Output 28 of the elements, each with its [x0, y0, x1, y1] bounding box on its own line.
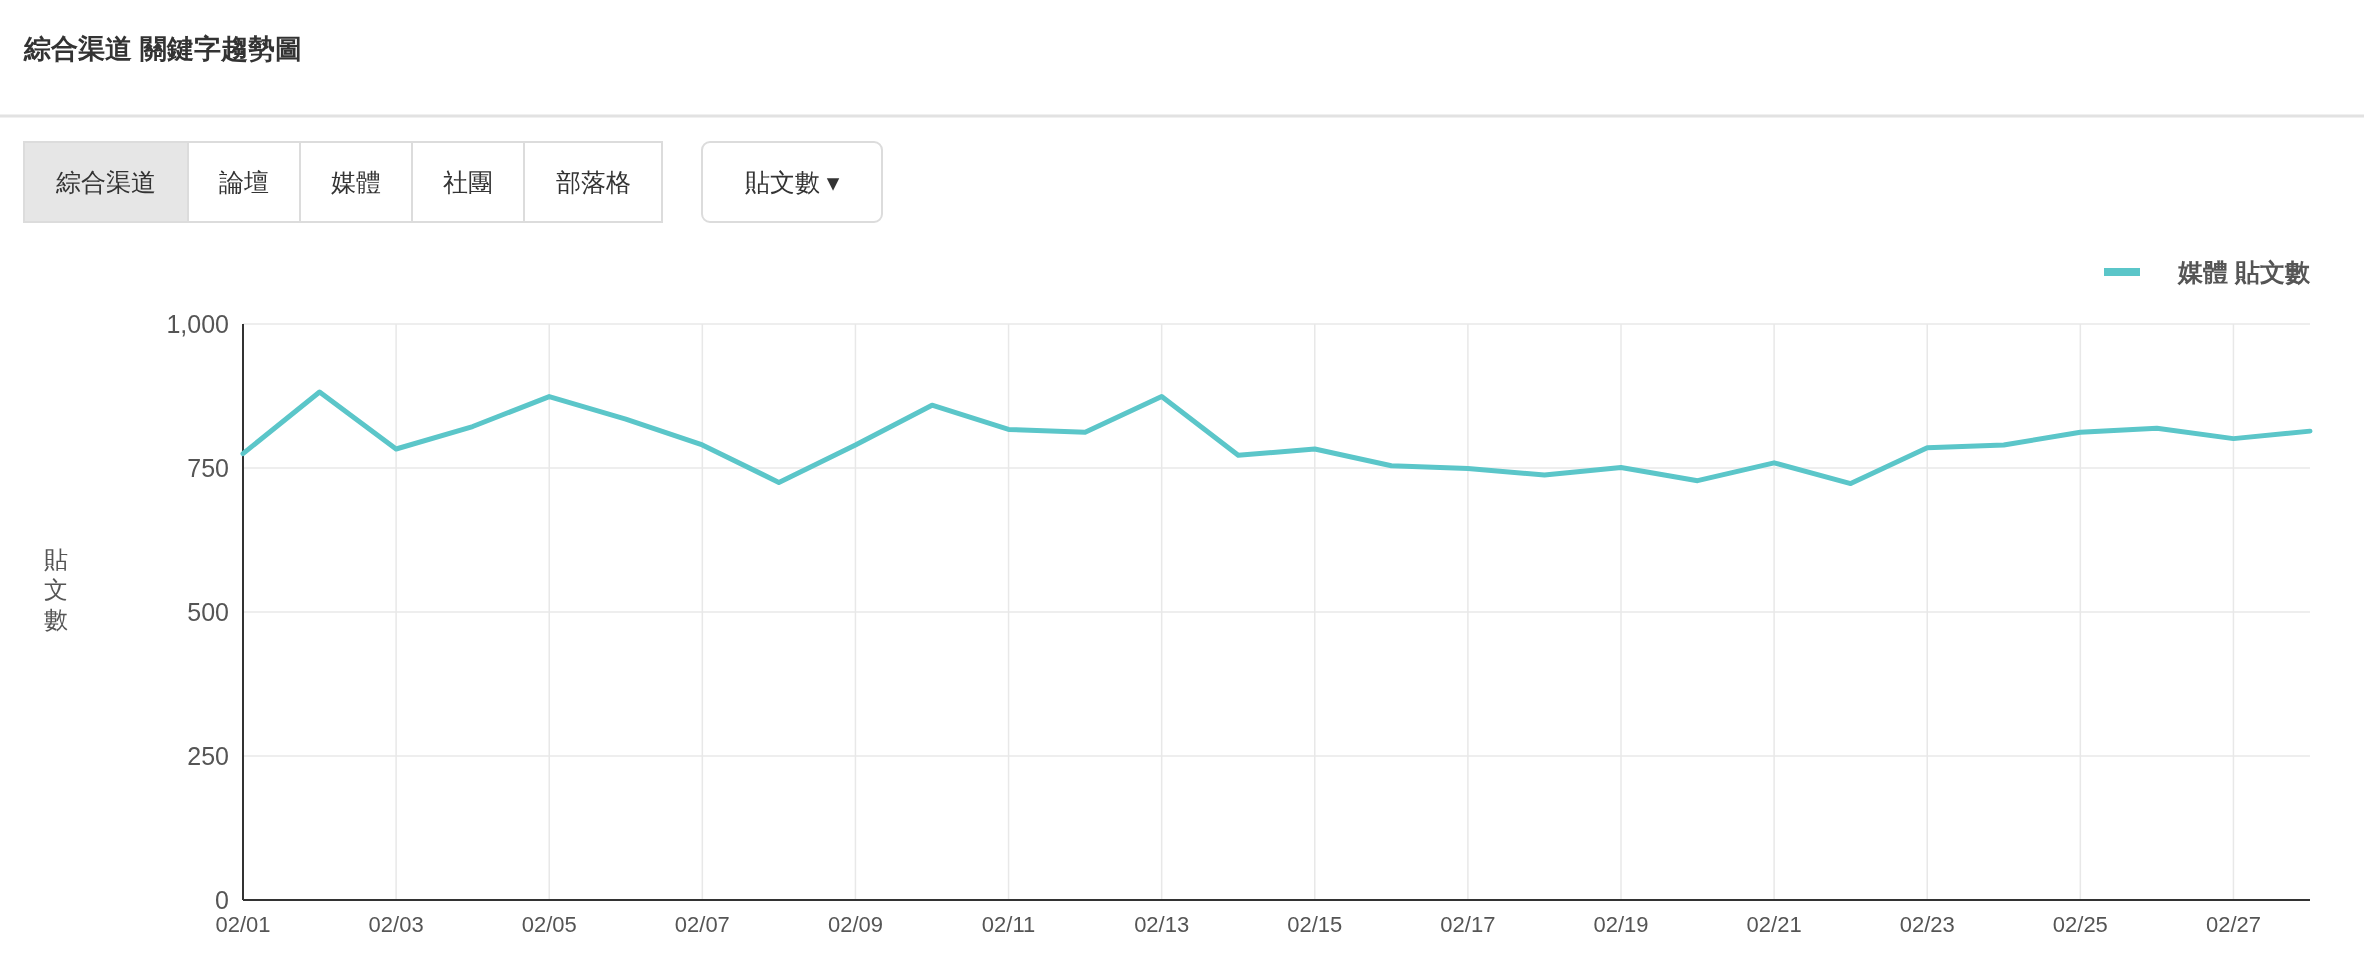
y-tick-label: 0	[215, 886, 229, 914]
x-tick-label: 02/15	[1287, 912, 1343, 937]
x-tick-label: 02/01	[215, 912, 271, 937]
x-tick-label: 02/05	[521, 912, 577, 937]
text: 部落格	[555, 168, 631, 196]
chart-title: 綜合渠道 關鍵字趨勢圖	[23, 34, 302, 64]
text: 媒體	[331, 168, 381, 196]
text: 貼文數 ▾	[744, 168, 840, 196]
y-tick-label: 250	[187, 742, 229, 770]
x-tick-label: 02/07	[674, 912, 730, 937]
x-tick-label: 02/27	[2205, 912, 2261, 937]
y-tick-label: 750	[187, 454, 229, 482]
x-tick-label: 02/03	[368, 912, 424, 937]
y-axis-title: 貼文數	[44, 546, 68, 633]
x-tick-label: 02/13	[1134, 912, 1190, 937]
x-tick-label: 02/23	[1899, 912, 1955, 937]
text: 社團	[443, 168, 493, 196]
x-tick-label: 02/25	[2052, 912, 2108, 937]
y-tick-label: 500	[187, 598, 229, 626]
x-tick-label: 02/19	[1593, 912, 1649, 937]
x-tick-label: 02/21	[1746, 912, 1802, 937]
x-tick-label: 02/17	[1440, 912, 1496, 937]
y-tick-label: 1,000	[166, 310, 229, 338]
x-tick-label: 02/11	[981, 912, 1036, 937]
text: 論壇	[219, 168, 269, 196]
legend-label: 媒體 貼文數	[2177, 258, 2311, 286]
x-tick-label: 02/09	[827, 912, 883, 937]
text: 綜合渠道	[55, 168, 156, 196]
